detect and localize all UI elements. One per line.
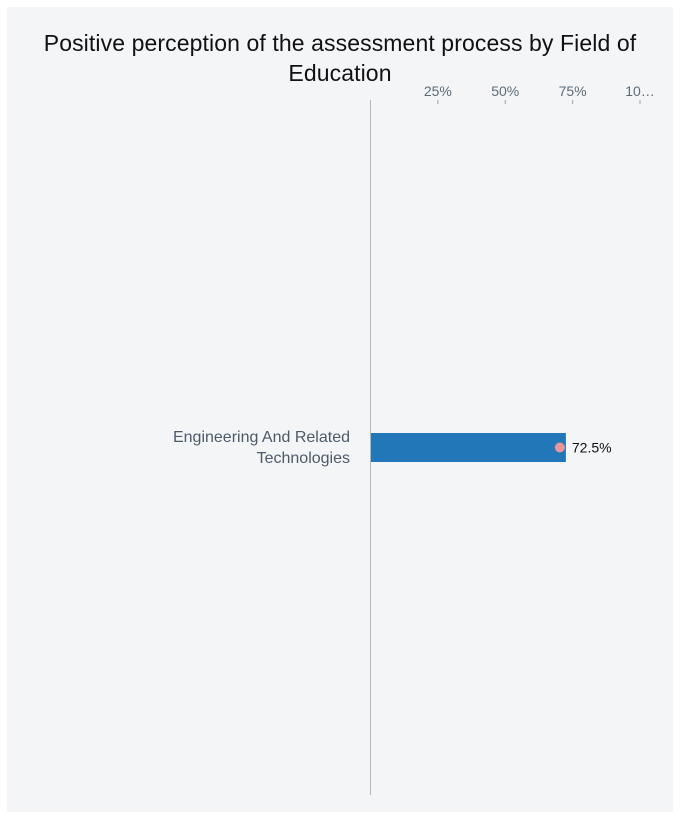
bars: 72.5%	[371, 433, 612, 462]
chart-panel	[7, 7, 673, 812]
value-marker	[554, 442, 565, 453]
x-tick-label: 10…	[625, 83, 655, 99]
x-tick-label: 75%	[559, 83, 587, 99]
chart-title: Positive perception of the assessment pr…	[43, 30, 637, 86]
x-tick-label: 50%	[491, 83, 519, 99]
bar[interactable]	[371, 433, 566, 462]
x-axis-ticks: 25% 50% 75% 10…	[424, 83, 655, 104]
data-label: 72.5%	[572, 440, 612, 456]
x-tick-label: 25%	[424, 83, 452, 99]
category-label: Engineering And Related Technologies	[172, 428, 350, 467]
